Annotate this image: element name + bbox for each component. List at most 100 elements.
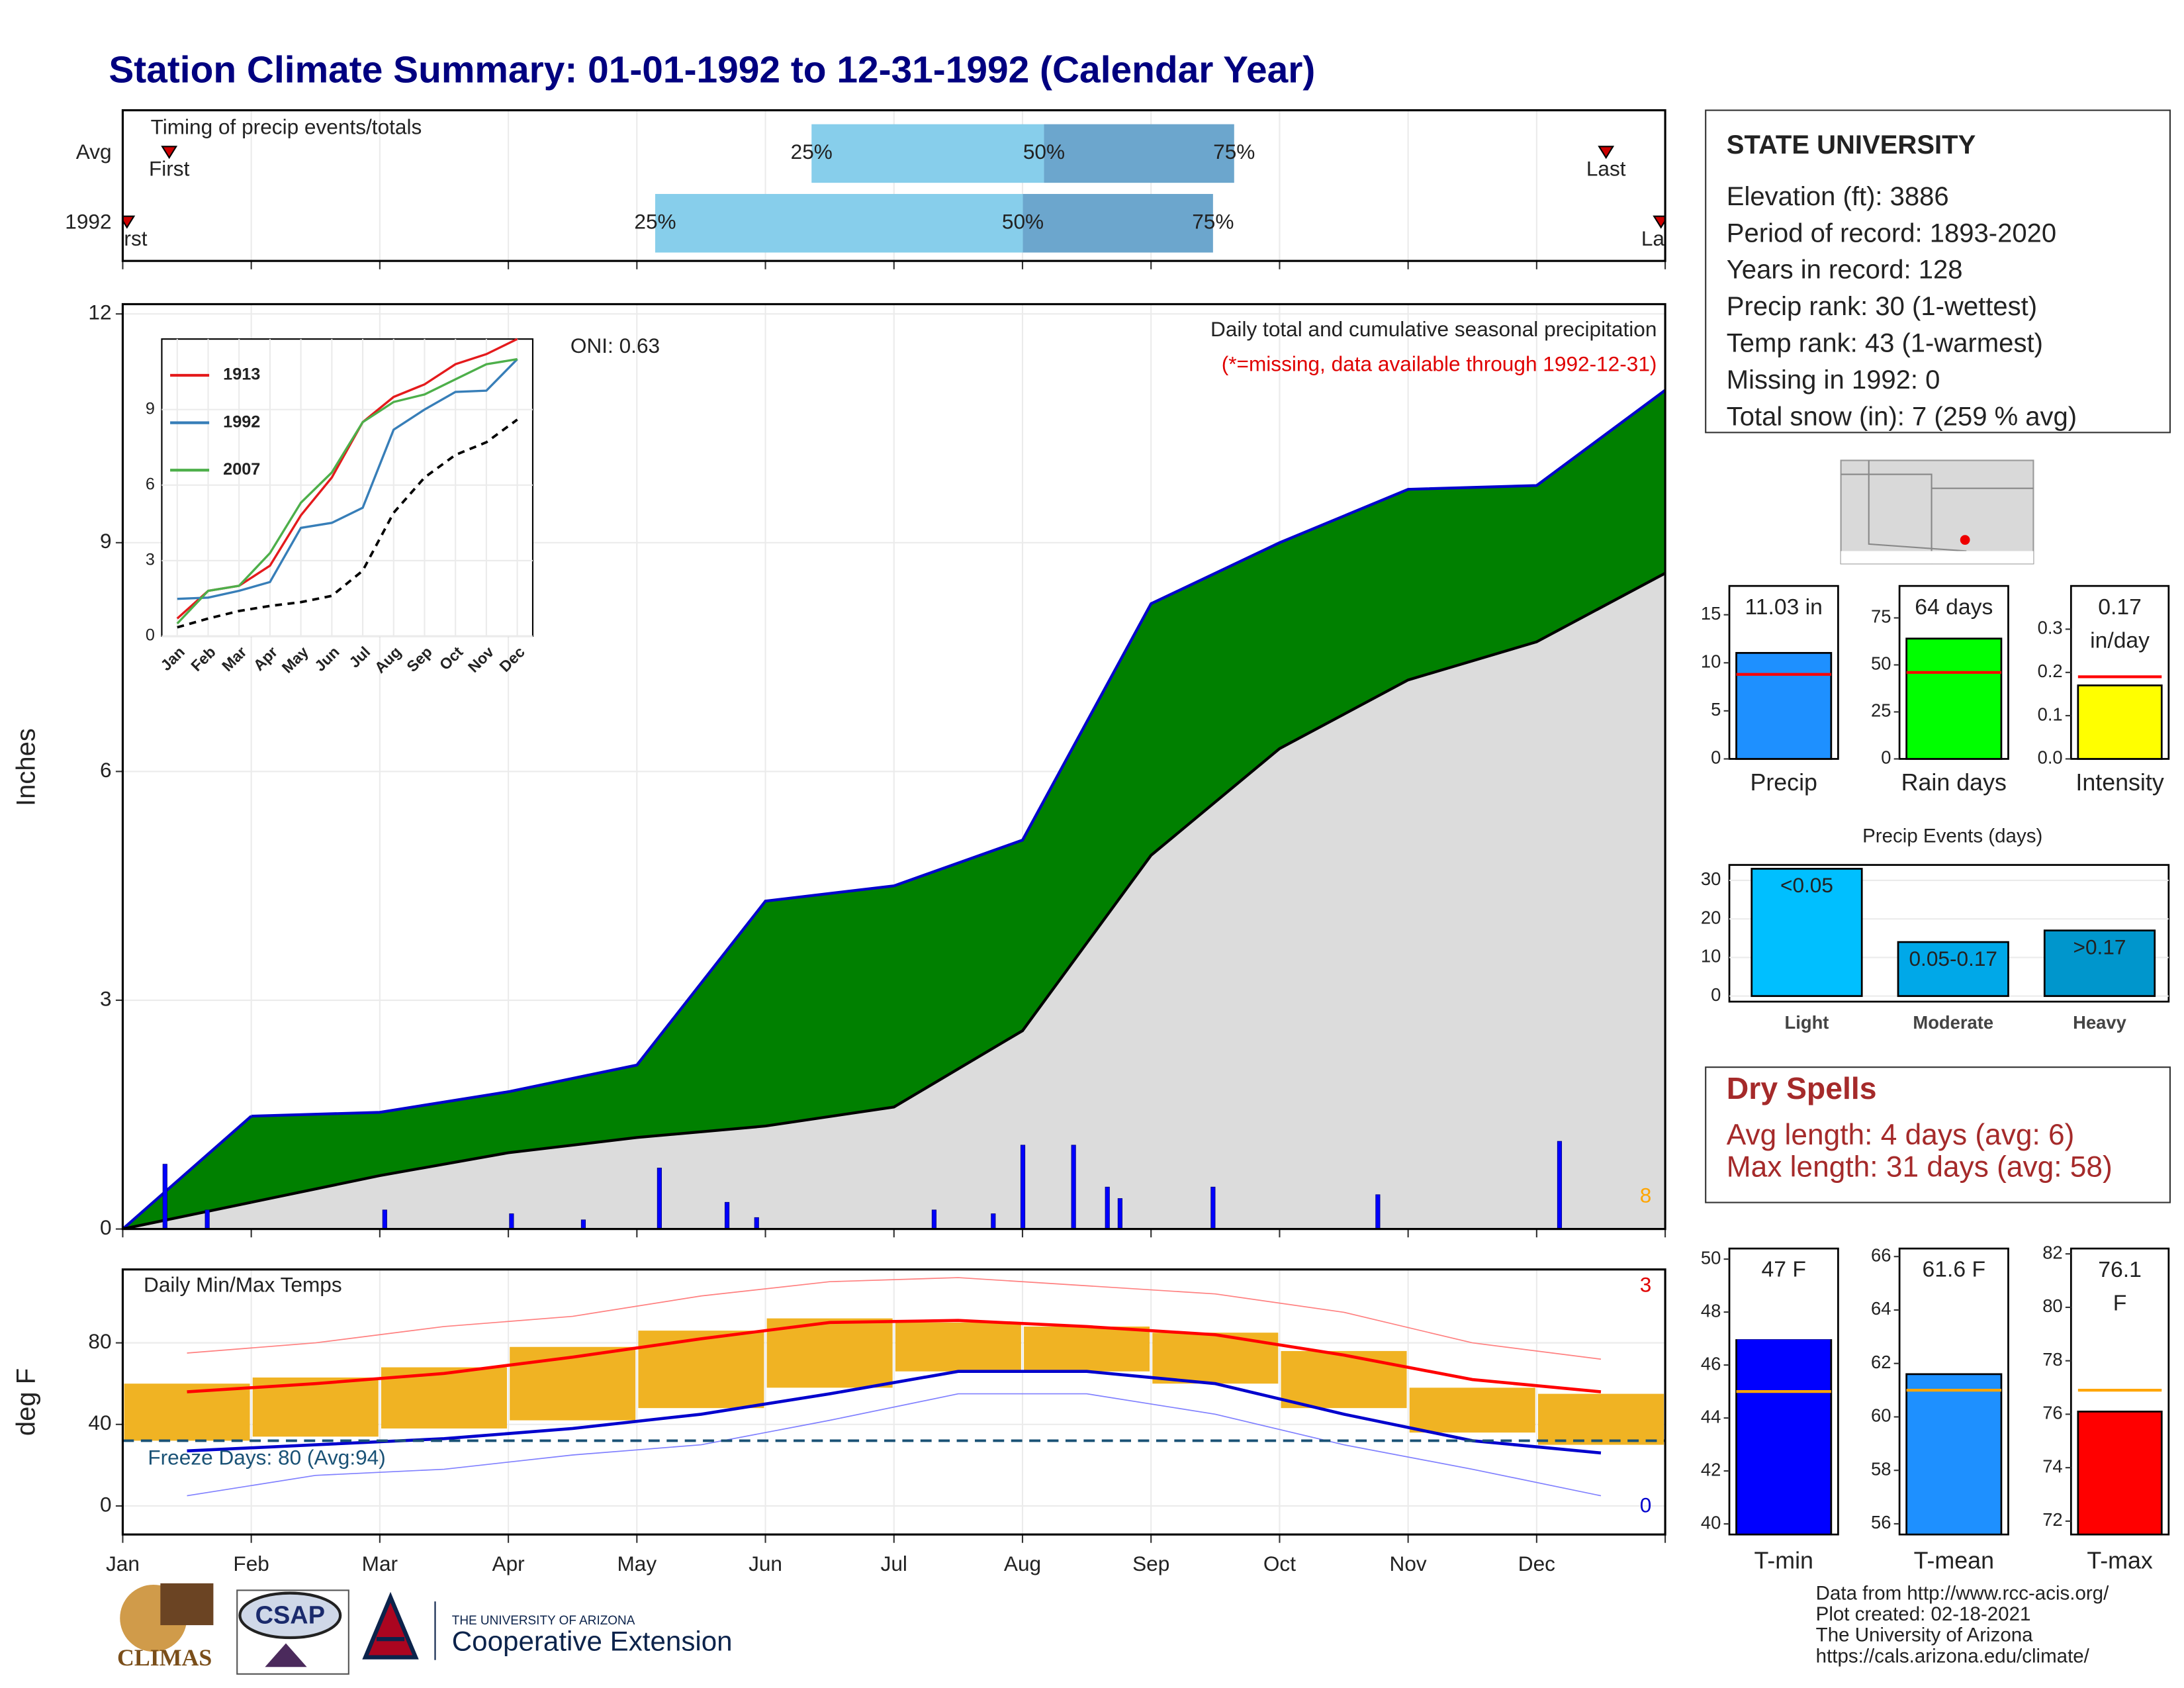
value-box — [2076, 590, 2163, 660]
value-label: 64 days — [1915, 594, 1993, 620]
summary-bar — [2077, 684, 2163, 760]
daily-precip-bar — [754, 1217, 759, 1229]
category-label: Intensity — [2075, 769, 2163, 796]
event-bar — [1897, 941, 2009, 998]
dry-spells-box — [1705, 1066, 2171, 1203]
category-label: Light — [1785, 1012, 1829, 1033]
value-label: 76.1 F — [2098, 1257, 2142, 1316]
footer-line: Data from http://www.rcc-acis.org/ — [1816, 1583, 2109, 1605]
y-tick-label: 0.1 — [2038, 704, 2063, 724]
station-line: Precip rank: 30 (1-wettest) — [1727, 292, 2037, 321]
daily-precip-bar — [162, 1164, 167, 1229]
timing-label: First — [149, 157, 190, 181]
category-label: Precip — [1750, 769, 1817, 796]
oni-label: ONI: 0.63 — [570, 334, 660, 357]
count-label: 8 — [1640, 1183, 1652, 1207]
quartile-bar — [1044, 124, 1234, 183]
low-count: 0 — [1640, 1493, 1652, 1517]
timing-marker — [161, 146, 178, 160]
row-label: Avg — [76, 140, 112, 164]
series-line — [176, 357, 518, 625]
temp-range-bar — [124, 1383, 250, 1441]
y-tick-label: 50 — [1701, 1247, 1721, 1268]
y-axis-label: deg F — [12, 1368, 41, 1436]
climas-logo: CLIMAS — [117, 1644, 212, 1671]
quartile-bar — [655, 194, 1023, 253]
y-tick-label: 74 — [2042, 1456, 2062, 1476]
station-line: Temp rank: 43 (1-warmest) — [1727, 329, 2043, 358]
footer-line: Plot created: 02-18-2021 — [1816, 1603, 2031, 1625]
temp-range-bar — [638, 1331, 764, 1409]
y-tick-label: 66 — [1871, 1244, 1891, 1265]
series-line — [177, 358, 518, 600]
category-label: T-min — [1754, 1548, 1813, 1574]
quartile-label: 25% — [791, 140, 833, 164]
y-tick-label: 40 — [1701, 1512, 1721, 1532]
record-max-line — [187, 1277, 1602, 1360]
temp-range-bar — [895, 1322, 1021, 1372]
y-tick-label: 6 — [100, 758, 112, 782]
logos: CLIMAS CSAP THE UNIVERSITY OF ARIZONA Co… — [117, 1583, 733, 1675]
y-tick-label: 9 — [146, 399, 155, 418]
x-tick-label: Jan — [106, 1552, 140, 1575]
value-box — [1905, 590, 2003, 627]
category-label: Rain days — [1901, 769, 2007, 796]
station-line: Elevation (ft): 3886 — [1727, 182, 1949, 211]
value-box — [1735, 590, 1833, 627]
x-tick-label: Dec — [1518, 1552, 1555, 1575]
y-tick-label: 80 — [2042, 1295, 2062, 1316]
quartile-label: 50% — [1002, 210, 1044, 234]
quartile-bar — [1023, 194, 1213, 253]
dry-spells-title: Dry Spells — [1727, 1071, 1877, 1105]
daily-precip-bar — [657, 1168, 662, 1229]
cumulative-area — [122, 573, 1666, 1229]
dry-spells-line: Avg length: 4 days (avg: 6) — [1727, 1119, 2075, 1151]
summary-bar — [1905, 1373, 2003, 1536]
y-tick-label: 40 — [88, 1411, 111, 1434]
quartile-label: 75% — [1213, 140, 1255, 164]
timing-label: Last — [1641, 226, 1681, 250]
y-tick-label: 0 — [1711, 984, 1721, 1005]
dry-spells-line: Max length: 31 days (avg: 58) — [1727, 1151, 2113, 1184]
station-name: STATE UNIVERSITY — [1727, 130, 1976, 160]
y-tick-label: 6 — [146, 475, 155, 493]
x-tick-label: Mar — [362, 1552, 398, 1575]
x-tick-label: Jul — [881, 1552, 907, 1575]
chart-title: Precip Events (days) — [1862, 825, 2042, 847]
station-line: Total snow (in): 7 (259 % avg) — [1727, 402, 2077, 431]
y-tick-label: 12 — [88, 301, 111, 324]
cumulative-line — [251, 572, 1666, 1204]
quartile-label: 50% — [1023, 140, 1065, 164]
cumulative-connector — [122, 1115, 253, 1229]
inset-panel — [161, 338, 534, 637]
temp-range-bar — [766, 1318, 893, 1388]
legend-label: 2007 — [223, 460, 260, 479]
x-tick-label: Oct — [1263, 1552, 1296, 1575]
map — [1840, 459, 2034, 565]
daily-precip-bar — [1071, 1145, 1076, 1229]
temp-range-bar — [510, 1346, 636, 1421]
station-line: Years in record: 128 — [1727, 256, 1963, 285]
y-tick-label: 50 — [1871, 653, 1891, 674]
temp-range-bar — [1281, 1350, 1407, 1409]
x-tick-label: Feb — [233, 1552, 269, 1575]
y-tick-label: 56 — [1871, 1512, 1891, 1532]
y-tick-label: 0.3 — [2038, 618, 2063, 638]
summary-bar — [2077, 1411, 2163, 1536]
y-tick-label: 3 — [146, 551, 155, 569]
y-tick-label: 20 — [1701, 907, 1721, 927]
extension-name: Cooperative Extension — [452, 1626, 733, 1657]
y-tick-label: 44 — [1701, 1406, 1721, 1427]
threshold-label: <0.05 — [1780, 873, 1833, 897]
y-tick-label: 64 — [1871, 1298, 1891, 1319]
station-box — [1705, 109, 2171, 434]
x-tick-label: May — [617, 1552, 657, 1575]
threshold-label: >0.17 — [2073, 935, 2126, 959]
y-tick-label: 9 — [100, 529, 112, 553]
y-tick-label: 0 — [1711, 747, 1721, 768]
daily-precip-bar — [509, 1213, 514, 1229]
x-tick-label: Sep — [1132, 1552, 1169, 1575]
threshold-label: 0.05-0.17 — [1909, 947, 1997, 970]
y-tick-label: 25 — [1871, 700, 1891, 721]
